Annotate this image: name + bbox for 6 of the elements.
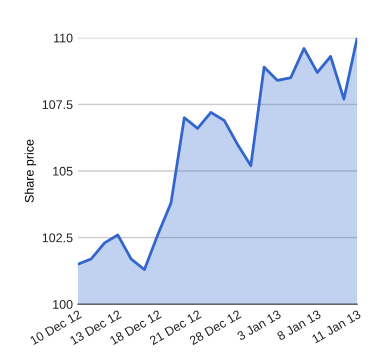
y-tick-label: 100 [53, 300, 73, 309]
y-tick-label: 102.5 [42, 233, 73, 242]
y-axis-title: Share price [24, 140, 36, 202]
y-tick-label: 105 [53, 166, 73, 176]
y-tick-label: 107.5 [42, 100, 73, 110]
y-tick-label: 110 [54, 34, 73, 42]
